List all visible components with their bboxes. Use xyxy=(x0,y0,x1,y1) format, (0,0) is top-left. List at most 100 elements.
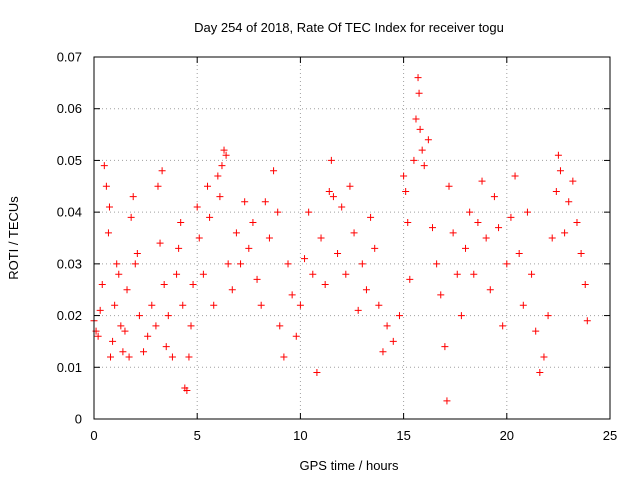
data-point xyxy=(127,213,135,221)
data-point xyxy=(249,218,257,226)
data-point xyxy=(511,172,519,180)
y-tick-label: 0.03 xyxy=(57,256,82,271)
data-point xyxy=(424,136,432,144)
data-point xyxy=(199,270,207,278)
data-point xyxy=(544,312,552,320)
data-point xyxy=(482,234,490,242)
data-point xyxy=(305,208,313,216)
data-point xyxy=(548,234,556,242)
data-point xyxy=(441,343,449,351)
data-point xyxy=(177,218,185,226)
data-point xyxy=(156,239,164,247)
data-point xyxy=(414,74,422,82)
data-point xyxy=(457,312,465,320)
data-point xyxy=(183,387,191,395)
data-point xyxy=(100,162,108,170)
axis-ticks: 0 5 10 15 20 25 0 0.01 0.02 0.03 0.04 0.05 0.06 0.07 xyxy=(57,50,618,444)
data-point xyxy=(474,218,482,226)
data-point xyxy=(206,213,214,221)
data-point xyxy=(507,213,515,221)
data-point xyxy=(115,270,123,278)
data-point xyxy=(402,187,410,195)
data-point xyxy=(375,301,383,309)
data-point xyxy=(121,327,129,335)
data-point xyxy=(383,322,391,330)
data-point xyxy=(486,286,494,294)
y-tick-label: 0 xyxy=(75,412,82,427)
data-point xyxy=(113,260,121,268)
data-point xyxy=(301,255,309,263)
data-point xyxy=(362,286,370,294)
x-tick-label: 25 xyxy=(603,428,617,443)
data-point xyxy=(453,270,461,278)
data-points xyxy=(90,74,591,405)
data-point xyxy=(379,348,387,356)
data-point xyxy=(556,167,564,175)
data-point xyxy=(470,270,478,278)
data-point xyxy=(532,327,540,335)
data-point xyxy=(329,193,337,201)
data-point xyxy=(125,353,133,361)
data-point xyxy=(317,234,325,242)
data-point xyxy=(253,275,261,283)
data-point xyxy=(261,198,269,206)
data-point xyxy=(129,193,137,201)
data-point xyxy=(418,146,426,154)
data-point xyxy=(96,306,104,314)
data-point xyxy=(466,208,474,216)
data-point xyxy=(164,312,172,320)
data-point xyxy=(232,229,240,237)
data-point xyxy=(185,353,193,361)
data-point xyxy=(104,229,112,237)
data-point xyxy=(133,250,141,258)
data-point xyxy=(433,260,441,268)
data-point xyxy=(499,322,507,330)
data-point xyxy=(173,270,181,278)
data-point xyxy=(107,353,115,361)
data-point xyxy=(309,270,317,278)
data-point xyxy=(220,146,228,154)
data-point xyxy=(105,203,113,211)
data-point xyxy=(495,224,503,232)
y-tick-label: 0.06 xyxy=(57,101,82,116)
data-point xyxy=(389,337,397,345)
data-point xyxy=(214,172,222,180)
data-point xyxy=(284,260,292,268)
data-point xyxy=(503,260,511,268)
data-point xyxy=(245,244,253,252)
data-point xyxy=(313,368,321,376)
data-point xyxy=(195,234,203,242)
x-tick-label: 10 xyxy=(293,428,307,443)
data-point xyxy=(354,306,362,314)
data-point xyxy=(270,167,278,175)
x-axis-label: GPS time / hours xyxy=(300,458,399,473)
data-point xyxy=(404,218,412,226)
data-point xyxy=(437,291,445,299)
data-point xyxy=(540,353,548,361)
data-point xyxy=(158,167,166,175)
data-point xyxy=(536,368,544,376)
data-point xyxy=(222,151,230,159)
data-point xyxy=(144,332,152,340)
data-point xyxy=(135,312,143,320)
data-point xyxy=(187,322,195,330)
data-point xyxy=(519,301,527,309)
data-point xyxy=(569,177,577,185)
plot-frame xyxy=(93,56,611,420)
data-point xyxy=(581,281,589,289)
data-point xyxy=(577,250,585,258)
data-point xyxy=(445,182,453,190)
data-point xyxy=(561,229,569,237)
data-point xyxy=(565,198,573,206)
y-tick-label: 0.05 xyxy=(57,153,82,168)
data-point xyxy=(395,312,403,320)
data-point xyxy=(280,353,288,361)
data-point xyxy=(528,270,536,278)
data-point xyxy=(462,244,470,252)
data-point xyxy=(109,337,117,345)
data-point xyxy=(583,317,591,325)
data-point xyxy=(406,275,414,283)
data-point xyxy=(237,260,245,268)
data-point xyxy=(179,301,187,309)
data-point xyxy=(367,213,375,221)
